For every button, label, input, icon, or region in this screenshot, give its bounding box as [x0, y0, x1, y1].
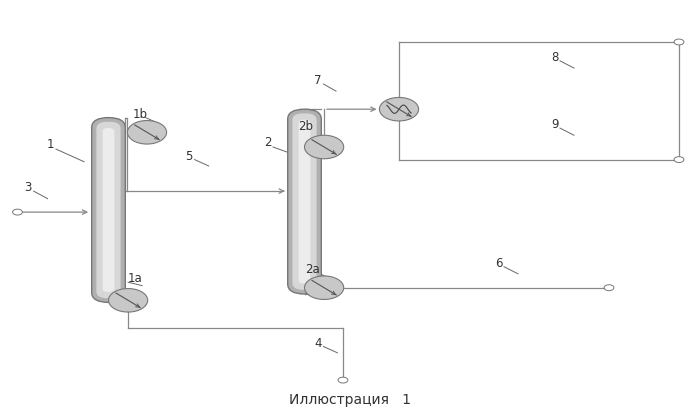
- Circle shape: [338, 377, 348, 383]
- FancyBboxPatch shape: [97, 122, 120, 298]
- Circle shape: [108, 289, 148, 312]
- Circle shape: [304, 135, 344, 159]
- Text: 4: 4: [314, 337, 321, 349]
- FancyBboxPatch shape: [293, 113, 316, 290]
- FancyBboxPatch shape: [288, 109, 321, 294]
- Text: 2a: 2a: [305, 263, 321, 276]
- Text: 9: 9: [552, 118, 559, 131]
- Text: 7: 7: [314, 74, 321, 87]
- Circle shape: [379, 97, 419, 121]
- Text: 1: 1: [47, 139, 54, 151]
- Circle shape: [674, 157, 684, 163]
- Circle shape: [674, 39, 684, 45]
- Text: 1a: 1a: [127, 272, 143, 284]
- Text: 2: 2: [264, 136, 271, 149]
- Circle shape: [604, 285, 614, 291]
- FancyBboxPatch shape: [92, 118, 125, 302]
- Text: 5: 5: [186, 150, 192, 163]
- Text: Иллюстрация   1: Иллюстрация 1: [289, 393, 411, 407]
- Text: 6: 6: [495, 257, 502, 270]
- Circle shape: [304, 276, 344, 299]
- FancyBboxPatch shape: [299, 120, 310, 284]
- Text: 8: 8: [552, 51, 559, 64]
- Text: 1b: 1b: [132, 108, 148, 121]
- Text: 2b: 2b: [298, 121, 314, 133]
- FancyBboxPatch shape: [103, 128, 114, 292]
- Circle shape: [13, 209, 22, 215]
- Circle shape: [127, 121, 167, 144]
- Text: 3: 3: [25, 181, 32, 194]
